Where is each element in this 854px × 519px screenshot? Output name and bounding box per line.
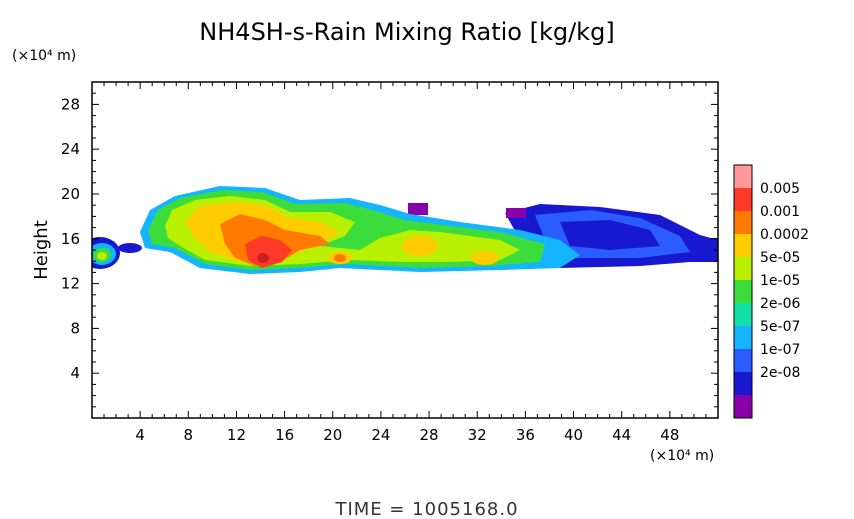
y-axis: 4 8 12 16 20 24 28	[61, 92, 718, 408]
colorbar-swatch	[734, 280, 752, 304]
plot-field	[92, 186, 718, 274]
colorbar-swatch	[734, 211, 752, 235]
field-blob	[471, 251, 499, 265]
x-unit-label: (×10⁴ m)	[650, 448, 714, 464]
chart-title: NH4SH-s-Rain Mixing Ratio [kg/kg]	[199, 18, 614, 46]
x-tick-label: 24	[371, 426, 390, 444]
x-tick-label: 40	[564, 426, 583, 444]
x-tick-label: 8	[184, 426, 194, 444]
colorbar-swatch	[734, 257, 752, 281]
colorbar-label: 0.0002	[760, 227, 809, 243]
y-tick-label: 28	[61, 95, 80, 113]
field-blob	[97, 252, 107, 260]
x-tick-label: 44	[612, 426, 631, 444]
colorbar-swatch	[734, 234, 752, 258]
field-blob	[245, 236, 292, 268]
colorbar-swatch	[734, 303, 752, 327]
y-unit-label: (×10⁴ m)	[12, 48, 76, 64]
x-axis: 4 8 12 16 20 24 28 32 36 40 44 48	[103, 82, 707, 444]
colorbar: 0.005 0.001 0.0002 5e-05 1e-05 2e-06 5e-07 1e-0…	[733, 164, 809, 419]
y-tick-label: 8	[70, 319, 80, 337]
colorbar-label: 0.005	[760, 181, 800, 197]
time-label: TIME = 1005168.0	[334, 499, 518, 519]
colorbar-swatch	[734, 372, 752, 396]
colorbar-label: 2e-06	[760, 296, 800, 312]
x-tick-label: 32	[468, 426, 487, 444]
colorbar-label: 5e-07	[760, 319, 800, 335]
colorbar-label: 1e-05	[760, 273, 800, 289]
field-blob	[506, 208, 526, 218]
field-blob	[118, 243, 142, 253]
field-blob	[408, 203, 428, 215]
colorbar-label: 1e-07	[760, 342, 800, 358]
x-tick-label: 20	[323, 426, 342, 444]
colorbar-label: 0.001	[760, 204, 800, 220]
x-tick-label: 12	[227, 426, 246, 444]
colorbar-swatch	[734, 326, 752, 350]
colorbar-label: 5e-05	[760, 250, 800, 266]
x-tick-label: 48	[660, 426, 679, 444]
colorbar-frame	[733, 164, 753, 419]
x-tick-label: 4	[135, 426, 145, 444]
y-tick-label: 12	[61, 275, 80, 293]
y-axis-label: Height	[31, 220, 52, 280]
colorbar-swatch	[734, 165, 752, 189]
colorbar-label: 2e-08	[760, 365, 800, 381]
y-tick-label: 4	[70, 364, 80, 382]
x-tick-label: 28	[420, 426, 439, 444]
y-tick-label: 20	[61, 185, 80, 203]
field-blob	[560, 220, 660, 250]
field-blob	[402, 236, 438, 256]
x-tick-label: 36	[516, 426, 535, 444]
y-tick-label: 24	[61, 140, 80, 158]
y-tick-label: 16	[61, 230, 80, 248]
colorbar-swatch	[734, 349, 752, 373]
x-tick-label: 16	[275, 426, 294, 444]
colorbar-swatch	[734, 188, 752, 212]
field-blob	[702, 238, 718, 262]
colorbar-swatch	[734, 395, 752, 419]
field-blob	[257, 253, 269, 263]
field-blob	[334, 254, 346, 262]
